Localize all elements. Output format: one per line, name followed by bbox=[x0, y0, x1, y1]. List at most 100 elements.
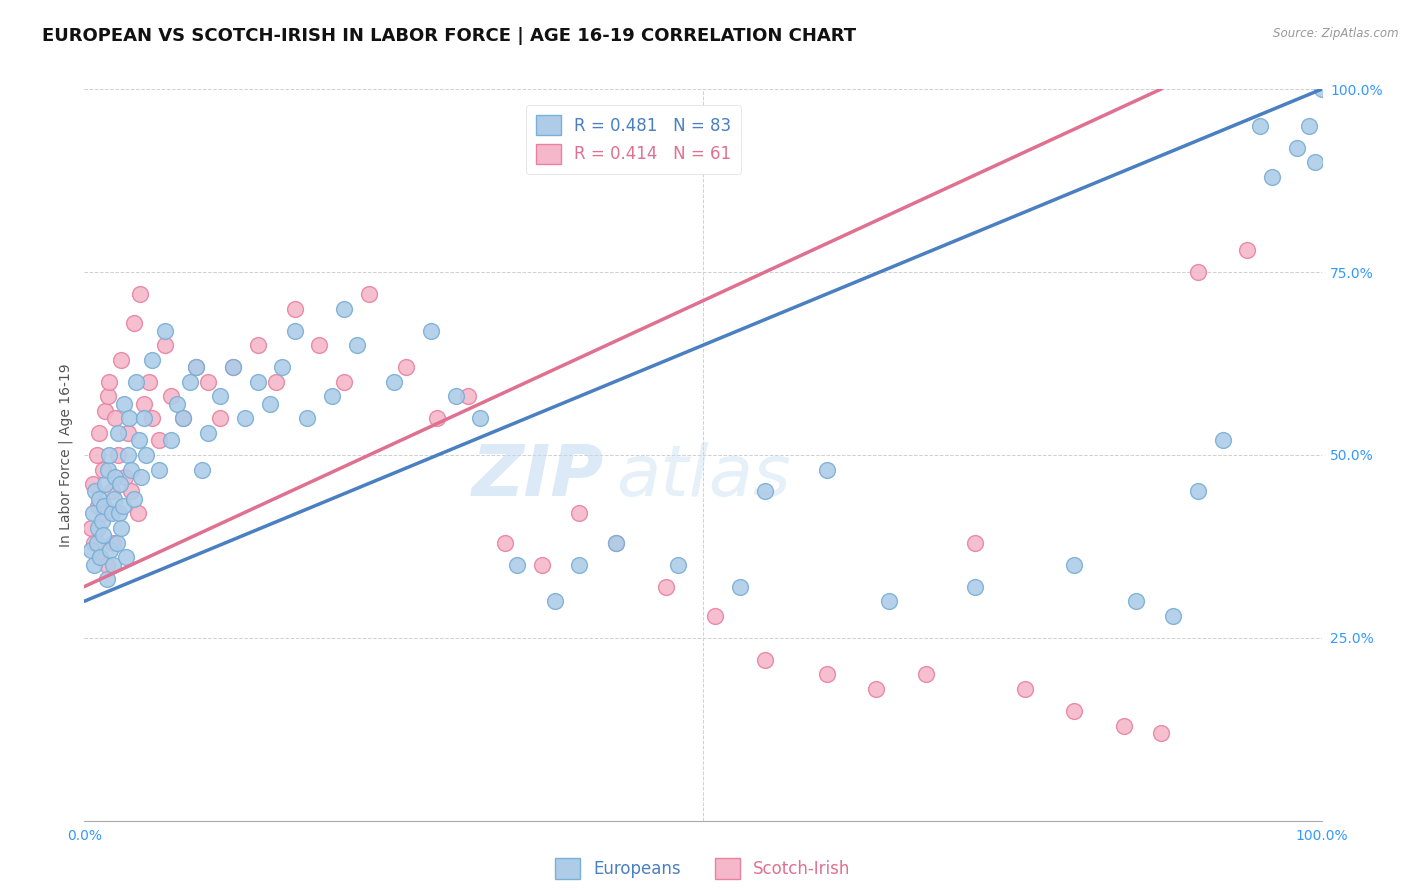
Point bbox=[93, 499, 115, 513]
Point bbox=[132, 411, 155, 425]
Point bbox=[321, 389, 343, 403]
Point bbox=[89, 550, 111, 565]
Point bbox=[1187, 265, 1209, 279]
Point bbox=[94, 404, 117, 418]
Point bbox=[83, 558, 105, 572]
Point bbox=[141, 352, 163, 367]
Point bbox=[666, 558, 689, 572]
Point bbox=[172, 411, 194, 425]
Point bbox=[91, 462, 114, 476]
Point bbox=[444, 389, 467, 403]
Point bbox=[135, 448, 157, 462]
Point bbox=[877, 594, 900, 608]
Point bbox=[86, 448, 108, 462]
Point bbox=[184, 360, 207, 375]
Point bbox=[83, 535, 105, 549]
Point bbox=[246, 338, 269, 352]
Point bbox=[222, 360, 245, 375]
Point bbox=[1236, 243, 1258, 257]
Point bbox=[264, 375, 287, 389]
Point bbox=[153, 324, 176, 338]
Point bbox=[426, 411, 449, 425]
Y-axis label: In Labor Force | Age 16-19: In Labor Force | Age 16-19 bbox=[59, 363, 73, 547]
Point bbox=[494, 535, 516, 549]
Point bbox=[605, 535, 627, 549]
Point bbox=[122, 491, 145, 506]
Point bbox=[87, 499, 110, 513]
Point bbox=[129, 470, 152, 484]
Point bbox=[104, 470, 127, 484]
Point bbox=[382, 375, 405, 389]
Point bbox=[655, 580, 678, 594]
Point bbox=[704, 608, 727, 623]
Point bbox=[160, 389, 183, 403]
Point bbox=[754, 484, 776, 499]
Point bbox=[79, 521, 101, 535]
Point bbox=[128, 434, 150, 448]
Point bbox=[138, 375, 160, 389]
Point bbox=[233, 411, 256, 425]
Point bbox=[1161, 608, 1184, 623]
Text: EUROPEAN VS SCOTCH-IRISH IN LABOR FORCE | AGE 16-19 CORRELATION CHART: EUROPEAN VS SCOTCH-IRISH IN LABOR FORCE … bbox=[42, 27, 856, 45]
Point bbox=[395, 360, 418, 375]
Point bbox=[160, 434, 183, 448]
Point bbox=[1187, 484, 1209, 499]
Point bbox=[346, 338, 368, 352]
Point bbox=[103, 491, 125, 506]
Point bbox=[419, 324, 441, 338]
Point bbox=[93, 507, 115, 521]
Point bbox=[82, 507, 104, 521]
Text: ZIP: ZIP bbox=[472, 442, 605, 511]
Point bbox=[97, 389, 120, 403]
Point bbox=[107, 425, 129, 440]
Point bbox=[100, 484, 122, 499]
Point bbox=[91, 528, 114, 542]
Point bbox=[79, 543, 101, 558]
Point bbox=[110, 521, 132, 535]
Point bbox=[531, 558, 554, 572]
Point bbox=[914, 667, 936, 681]
Point bbox=[1310, 82, 1333, 96]
Point bbox=[284, 301, 307, 316]
Point bbox=[184, 360, 207, 375]
Point bbox=[1150, 726, 1173, 740]
Point bbox=[98, 448, 121, 462]
Point bbox=[568, 507, 591, 521]
Point bbox=[1212, 434, 1234, 448]
Point bbox=[1285, 141, 1308, 155]
Point bbox=[107, 448, 129, 462]
Point bbox=[100, 507, 122, 521]
Point bbox=[120, 462, 142, 476]
Point bbox=[105, 535, 128, 549]
Point bbox=[110, 477, 132, 491]
Point bbox=[86, 535, 108, 549]
Point bbox=[110, 352, 132, 367]
Point bbox=[1261, 169, 1284, 184]
Point bbox=[209, 389, 232, 403]
Point bbox=[179, 375, 201, 389]
Point bbox=[333, 375, 356, 389]
Point bbox=[308, 338, 330, 352]
Point bbox=[89, 491, 111, 506]
Point bbox=[197, 375, 219, 389]
Point bbox=[605, 535, 627, 549]
Point bbox=[108, 507, 131, 521]
Point bbox=[333, 301, 356, 316]
Point bbox=[141, 411, 163, 425]
Point bbox=[172, 411, 194, 425]
Point bbox=[98, 543, 121, 558]
Point bbox=[728, 580, 751, 594]
Point bbox=[84, 484, 107, 499]
Point bbox=[104, 411, 127, 425]
Point bbox=[815, 462, 838, 476]
Point bbox=[1063, 704, 1085, 718]
Point bbox=[97, 462, 120, 476]
Point bbox=[470, 411, 492, 425]
Point bbox=[153, 338, 176, 352]
Point bbox=[815, 667, 838, 681]
Point bbox=[117, 448, 139, 462]
Point bbox=[222, 360, 245, 375]
Point bbox=[197, 425, 219, 440]
Point bbox=[965, 580, 987, 594]
Point bbox=[118, 411, 141, 425]
